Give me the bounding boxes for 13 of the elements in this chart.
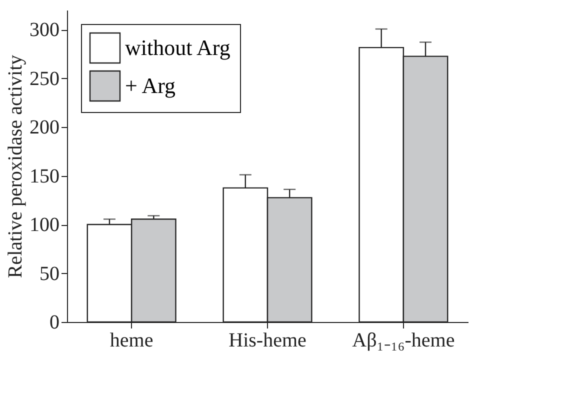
y-tick-label: 100: [30, 214, 60, 236]
x-tick-label: Aβ₁₋₁₆-heme: [352, 330, 455, 352]
x-tick-label: His-heme: [228, 330, 306, 352]
x-tick-label: heme: [110, 330, 154, 352]
y-tick-label: 250: [30, 68, 60, 90]
y-tick-label: 150: [30, 165, 60, 188]
y-tick-label: 300: [30, 19, 60, 41]
y-tick-label: 50: [40, 262, 60, 285]
y-axis-title: Relative peroxidase activity: [4, 54, 26, 278]
legend-label: without Arg: [125, 35, 230, 60]
y-tick-label: 0: [50, 312, 60, 334]
y-tick-label: 200: [30, 116, 60, 138]
legend-label: + Arg: [125, 73, 176, 98]
